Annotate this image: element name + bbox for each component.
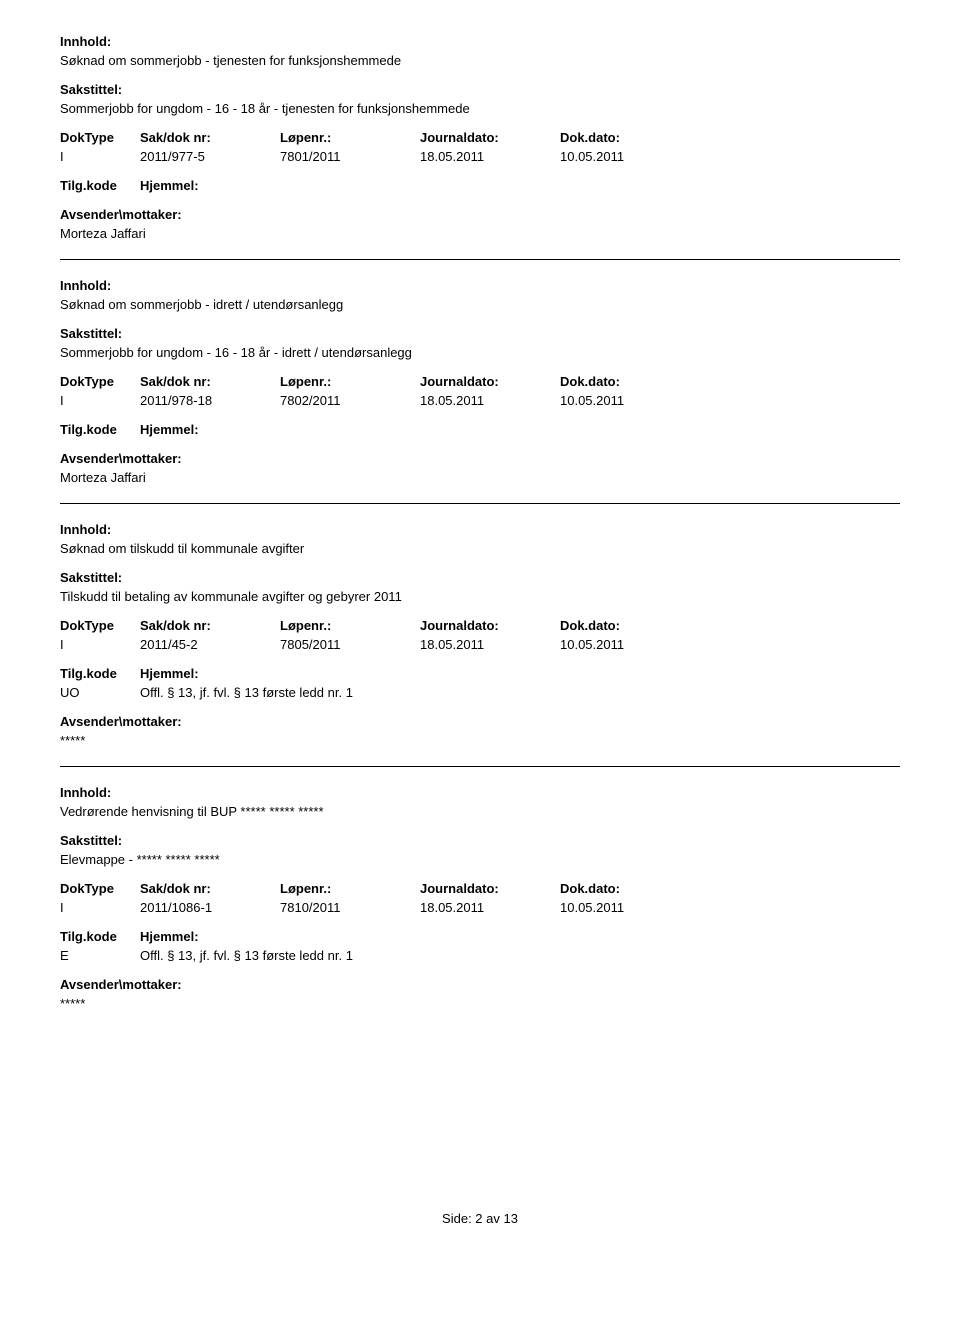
tilgkode-value: UO (60, 685, 140, 700)
hjemmel-value: Offl. § 13, jf. fvl. § 13 første ledd nr… (140, 948, 900, 963)
hjemmel-header: Hjemmel: (140, 929, 900, 944)
avsender-value: Morteza Jaffari (60, 226, 900, 241)
dokdato-header: Dok.dato: (560, 881, 700, 896)
hjemmel-header: Hjemmel: (140, 666, 900, 681)
journal-entry: Innhold: Vedrørende henvisning til BUP **… (60, 785, 900, 1011)
entry-divider (60, 766, 900, 767)
lopenr-header: Løpenr.: (280, 618, 420, 633)
sakstittel-value: Sommerjobb for ungdom - 16 - 18 år - tje… (60, 101, 900, 116)
innhold-label: Innhold: (60, 278, 900, 293)
innhold-label: Innhold: (60, 522, 900, 537)
journaldato-value: 18.05.2011 (420, 637, 560, 652)
columns-value-row: I2011/977-57801/201118.05.201110.05.2011 (60, 149, 900, 164)
lopenr-value: 7801/2011 (280, 149, 420, 164)
hjemmel-value: Offl. § 13, jf. fvl. § 13 første ledd nr… (140, 685, 900, 700)
entry-divider (60, 503, 900, 504)
doktype-value: I (60, 900, 140, 915)
lopenr-header: Løpenr.: (280, 130, 420, 145)
doktype-header: DokType (60, 130, 140, 145)
avsender-label: Avsender\mottaker: (60, 207, 900, 222)
tilgkode-header: Tilg.kode (60, 178, 140, 193)
journaldato-header: Journaldato: (420, 618, 560, 633)
hjemmel-header: Hjemmel: (140, 178, 900, 193)
sakstittel-label: Sakstittel: (60, 326, 900, 341)
tilgkode-value: E (60, 948, 140, 963)
dokdato-header: Dok.dato: (560, 130, 700, 145)
tilgkode-header: Tilg.kode (60, 666, 140, 681)
columns-header-row: DokTypeSak/dok nr:Løpenr.:Journaldato:Do… (60, 881, 900, 896)
sakdoknr-value: 2011/978-18 (140, 393, 280, 408)
dokdato-value: 10.05.2011 (560, 149, 700, 164)
sakstittel-value: Sommerjobb for ungdom - 16 - 18 år - idr… (60, 345, 900, 360)
innhold-value: Søknad om sommerjobb - tjenesten for fun… (60, 53, 900, 68)
sakdoknr-value: 2011/1086-1 (140, 900, 280, 915)
lopenr-header: Løpenr.: (280, 374, 420, 389)
innhold-value: Søknad om tilskudd til kommunale avgifte… (60, 541, 900, 556)
journal-entry: Innhold: Søknad om sommerjobb - tjenesten… (60, 34, 900, 241)
tilgkode-header: Tilg.kode (60, 929, 140, 944)
sakstittel-label: Sakstittel: (60, 82, 900, 97)
sakdoknr-header: Sak/dok nr: (140, 374, 280, 389)
lopenr-value: 7810/2011 (280, 900, 420, 915)
page-footer: Side: 2 av 13 (60, 1211, 900, 1226)
tilgkode-header: Tilg.kode (60, 422, 140, 437)
tilgkode-header-row: Tilg.kodeHjemmel: (60, 666, 900, 681)
journaldato-header: Journaldato: (420, 374, 560, 389)
journaldato-header: Journaldato: (420, 881, 560, 896)
journaldato-value: 18.05.2011 (420, 393, 560, 408)
entry-divider (60, 259, 900, 260)
lopenr-value: 7802/2011 (280, 393, 420, 408)
columns-header-row: DokTypeSak/dok nr:Løpenr.:Journaldato:Do… (60, 618, 900, 633)
journaldato-value: 18.05.2011 (420, 149, 560, 164)
avsender-label: Avsender\mottaker: (60, 451, 900, 466)
doktype-value: I (60, 149, 140, 164)
sakstittel-value: Tilskudd til betaling av kommunale avgif… (60, 589, 900, 604)
dokdato-header: Dok.dato: (560, 618, 700, 633)
journal-entry: Innhold: Søknad om sommerjobb - idrett / … (60, 278, 900, 485)
sakstittel-value: Elevmappe - ***** ***** ***** (60, 852, 900, 867)
lopenr-value: 7805/2011 (280, 637, 420, 652)
entries-list: Innhold: Søknad om sommerjobb - tjenesten… (60, 34, 900, 1011)
dokdato-header: Dok.dato: (560, 374, 700, 389)
sakstittel-label: Sakstittel: (60, 833, 900, 848)
innhold-value: Søknad om sommerjobb - idrett / utendørs… (60, 297, 900, 312)
columns-header-row: DokTypeSak/dok nr:Løpenr.:Journaldato:Do… (60, 130, 900, 145)
lopenr-header: Løpenr.: (280, 881, 420, 896)
sakdoknr-header: Sak/dok nr: (140, 618, 280, 633)
doktype-value: I (60, 637, 140, 652)
sakdoknr-header: Sak/dok nr: (140, 130, 280, 145)
tilgkode-header-row: Tilg.kodeHjemmel: (60, 178, 900, 193)
tilgkode-header-row: Tilg.kodeHjemmel: (60, 929, 900, 944)
journal-entry: Innhold: Søknad om tilskudd til kommunale… (60, 522, 900, 748)
tilgkode-header-row: Tilg.kodeHjemmel: (60, 422, 900, 437)
doktype-header: DokType (60, 881, 140, 896)
innhold-label: Innhold: (60, 34, 900, 49)
dokdato-value: 10.05.2011 (560, 393, 700, 408)
sakstittel-label: Sakstittel: (60, 570, 900, 585)
doktype-header: DokType (60, 618, 140, 633)
doktype-value: I (60, 393, 140, 408)
journaldato-header: Journaldato: (420, 130, 560, 145)
avsender-label: Avsender\mottaker: (60, 977, 900, 992)
columns-header-row: DokTypeSak/dok nr:Løpenr.:Journaldato:Do… (60, 374, 900, 389)
tilgkode-value-row: EOffl. § 13, jf. fvl. § 13 første ledd n… (60, 948, 900, 963)
avsender-label: Avsender\mottaker: (60, 714, 900, 729)
avsender-value: Morteza Jaffari (60, 470, 900, 485)
dokdato-value: 10.05.2011 (560, 900, 700, 915)
tilgkode-value-row: UOOffl. § 13, jf. fvl. § 13 første ledd … (60, 685, 900, 700)
innhold-value: Vedrørende henvisning til BUP ***** ****… (60, 804, 900, 819)
hjemmel-header: Hjemmel: (140, 422, 900, 437)
innhold-label: Innhold: (60, 785, 900, 800)
sakdoknr-value: 2011/45-2 (140, 637, 280, 652)
columns-value-row: I2011/45-27805/201118.05.201110.05.2011 (60, 637, 900, 652)
dokdato-value: 10.05.2011 (560, 637, 700, 652)
journaldato-value: 18.05.2011 (420, 900, 560, 915)
columns-value-row: I2011/1086-17810/201118.05.201110.05.201… (60, 900, 900, 915)
doktype-header: DokType (60, 374, 140, 389)
avsender-value: ***** (60, 996, 900, 1011)
sakdoknr-value: 2011/977-5 (140, 149, 280, 164)
columns-value-row: I2011/978-187802/201118.05.201110.05.201… (60, 393, 900, 408)
sakdoknr-header: Sak/dok nr: (140, 881, 280, 896)
avsender-value: ***** (60, 733, 900, 748)
